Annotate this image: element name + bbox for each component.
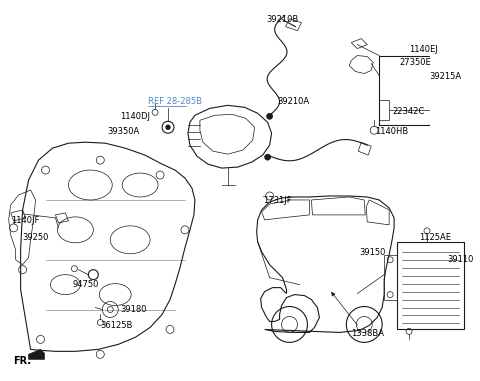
Text: 39210A: 39210A [277,98,310,106]
Text: 1140EJ: 1140EJ [409,45,438,54]
Text: 39350A: 39350A [107,127,140,136]
Polygon shape [29,349,45,359]
Text: 39250: 39250 [23,233,49,242]
Circle shape [264,154,271,160]
Text: 1140DJ: 1140DJ [120,112,150,121]
Text: 39180: 39180 [120,304,147,314]
Text: 1140JF: 1140JF [11,216,39,225]
Text: 1140HB: 1140HB [375,127,408,136]
Text: REF 28-285B: REF 28-285B [148,98,202,106]
Text: 94750: 94750 [72,280,99,289]
Circle shape [266,113,273,119]
Text: 39150: 39150 [359,248,385,257]
Text: FR.: FR. [12,356,31,367]
Text: 39210B: 39210B [266,15,299,24]
Text: 22342C: 22342C [392,107,424,116]
Text: 1731JF: 1731JF [263,196,291,205]
Text: 1338BA: 1338BA [351,330,384,338]
Circle shape [166,125,170,129]
Text: 39215A: 39215A [429,72,461,82]
Text: 36125B: 36125B [100,322,132,330]
Text: 1125AE: 1125AE [419,233,451,242]
Text: 27350E: 27350E [399,58,431,67]
Text: 39110: 39110 [447,255,473,264]
